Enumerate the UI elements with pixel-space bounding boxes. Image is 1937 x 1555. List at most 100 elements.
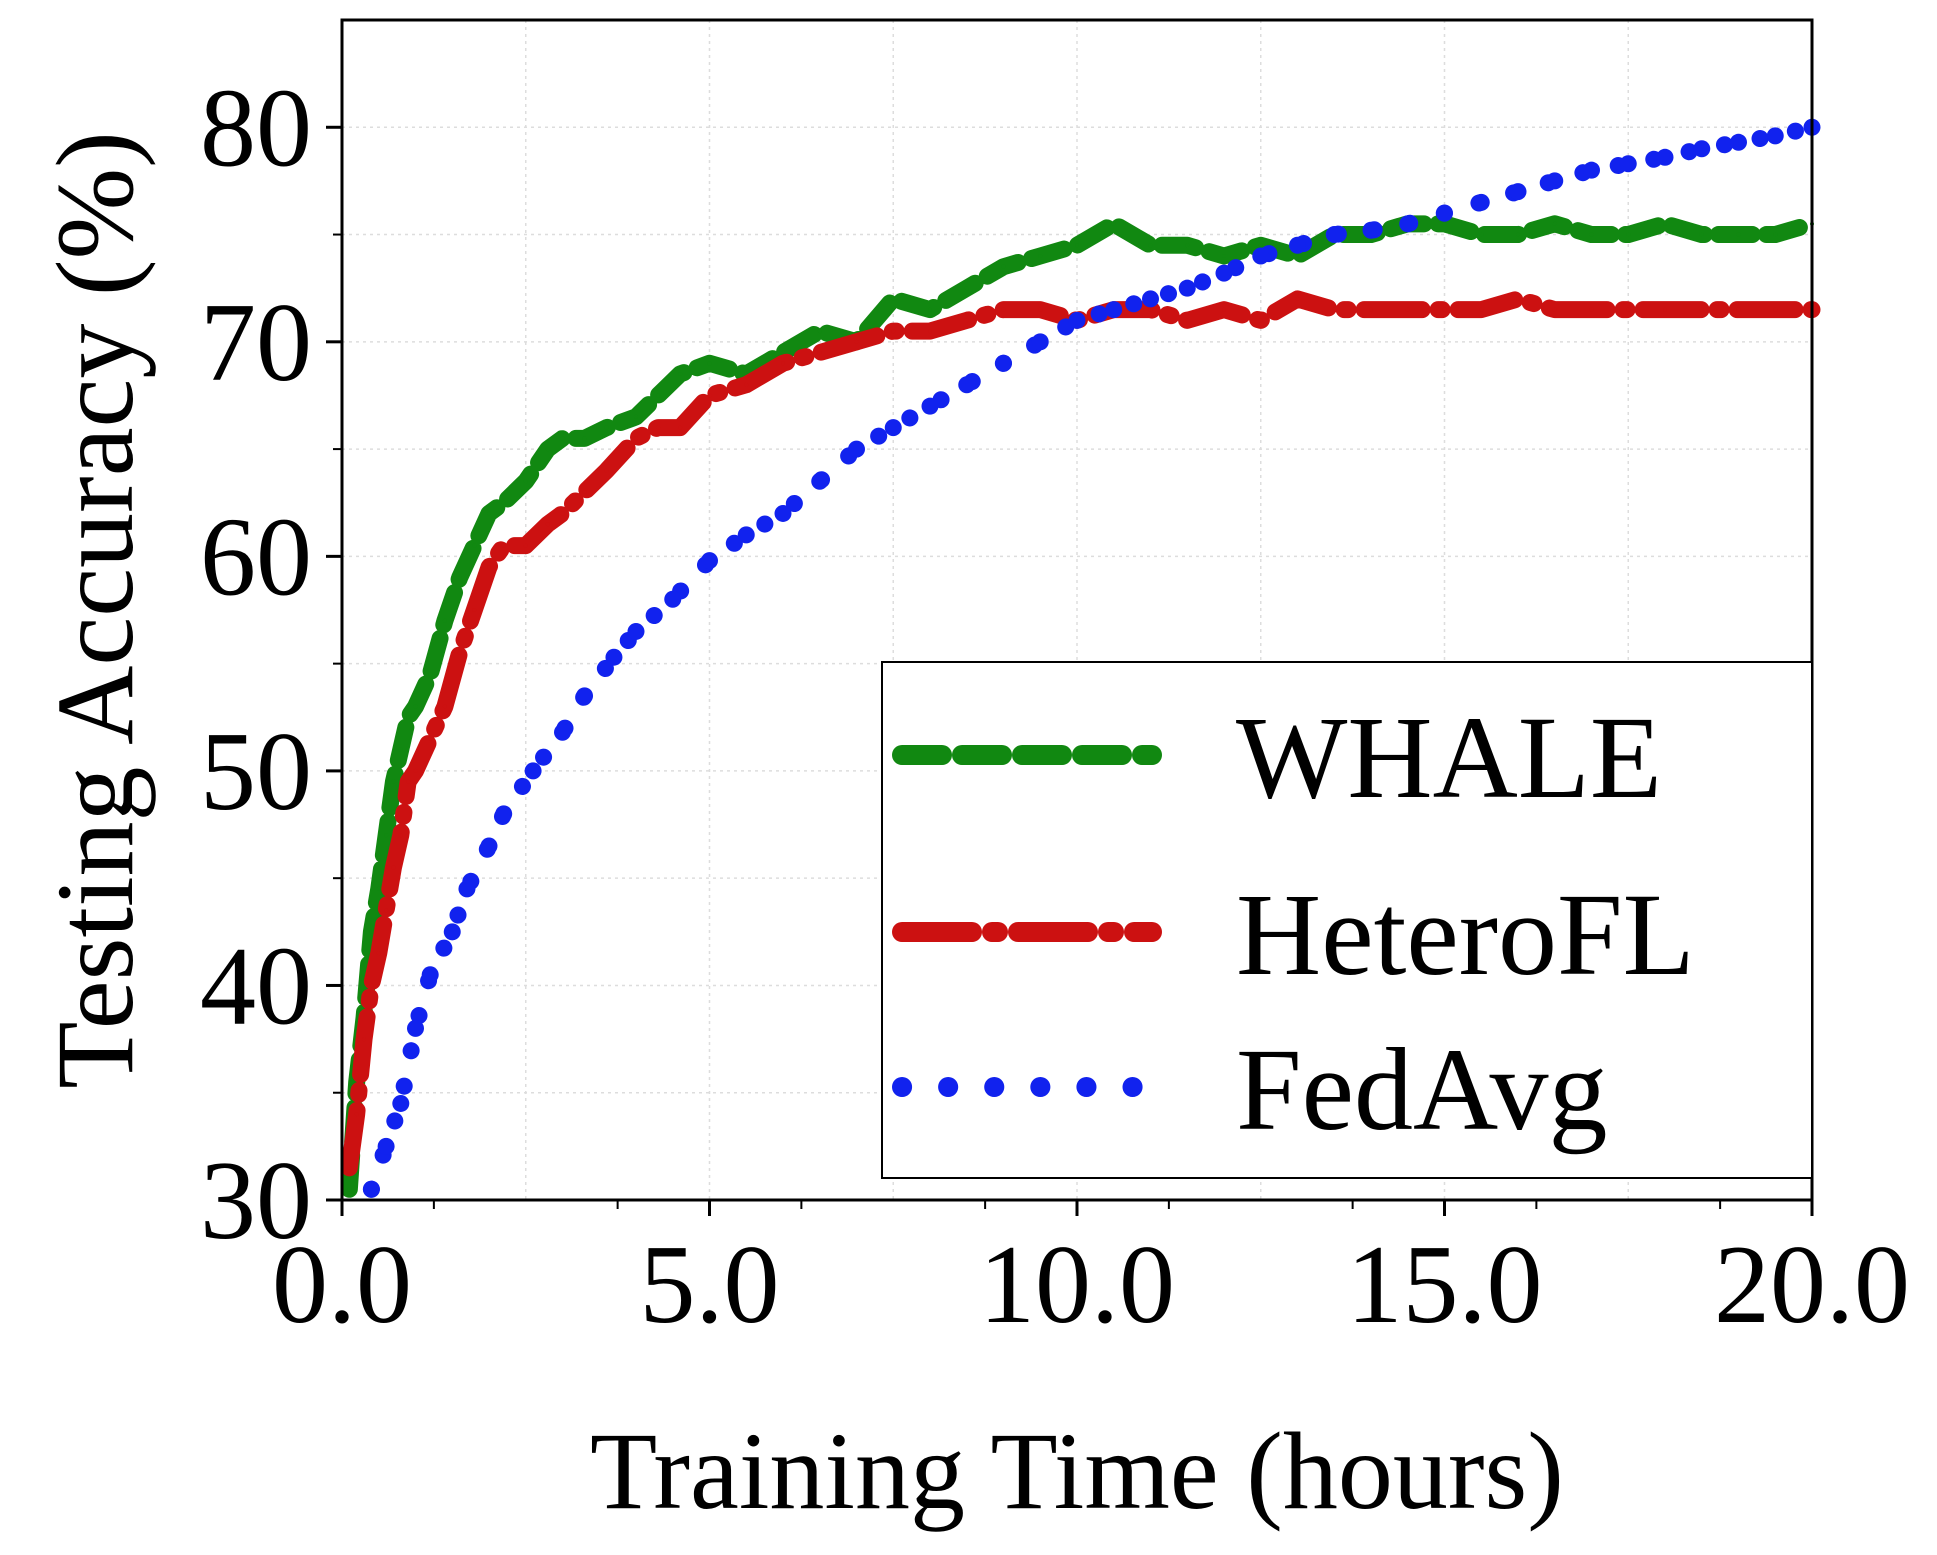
data-point-whale — [1038, 254, 1043, 258]
y-tick-label: 50 — [200, 710, 312, 834]
data-point-whale — [656, 393, 661, 398]
x-tick-label: 5.0 — [640, 1223, 780, 1347]
x-tick-label: 0.0 — [272, 1223, 412, 1347]
data-point-whale — [1075, 243, 1079, 248]
data-point-heterofl — [347, 1165, 352, 1170]
x-axis-label: Training Time (hours) — [590, 1410, 1564, 1532]
data-point-whale — [1516, 232, 1520, 237]
data-point-heterofl — [656, 425, 661, 430]
data-point-heterofl — [354, 1112, 359, 1117]
data-point-heterofl — [457, 650, 462, 655]
data-point-fedavg — [1766, 127, 1784, 145]
data-point-whale — [472, 543, 477, 548]
x-tick-label: 15.0 — [1347, 1223, 1543, 1347]
data-point-fedavg — [664, 590, 682, 608]
data-point-whale — [964, 286, 969, 291]
data-point-fedavg — [362, 1180, 380, 1198]
y-tick-label: 70 — [200, 281, 312, 405]
series-heterofl — [340, 290, 1821, 1177]
x-tick-label: 10.0 — [979, 1223, 1175, 1347]
data-point-whale — [487, 511, 491, 516]
data-point-heterofl — [1479, 307, 1484, 312]
data-point-heterofl — [1295, 296, 1300, 301]
data-point-heterofl — [442, 704, 447, 709]
data-point-fedavg — [848, 440, 865, 458]
data-point-fedavg — [921, 397, 939, 415]
data-point-heterofl — [1222, 307, 1226, 312]
data-point-fedavg — [377, 1137, 395, 1155]
data-point-fedavg — [1693, 140, 1711, 158]
data-point-heterofl — [1369, 307, 1373, 312]
data-point-heterofl — [523, 543, 528, 548]
data-point-heterofl — [413, 768, 418, 773]
data-point-heterofl — [582, 490, 587, 494]
data-point-whale — [1295, 254, 1300, 258]
data-point-fedavg — [1730, 133, 1747, 151]
data-point-whale — [376, 886, 381, 891]
data-point-heterofl — [428, 736, 433, 741]
data-point-fedavg — [884, 419, 902, 437]
data-point-heterofl — [1001, 307, 1006, 312]
data-point-heterofl — [376, 951, 381, 956]
data-point-heterofl — [1258, 318, 1263, 323]
data-point-whale — [560, 436, 565, 441]
data-point-fedavg — [1619, 155, 1637, 173]
data-point-fedavg — [605, 648, 623, 666]
data-point-fedavg — [774, 504, 792, 522]
y-tick-label: 40 — [200, 924, 312, 1048]
data-point-fedavg — [576, 687, 594, 705]
data-point-heterofl — [928, 329, 932, 334]
data-point-whale — [406, 715, 411, 720]
data-point-whale — [1663, 221, 1667, 226]
data-point-whale — [1552, 221, 1557, 226]
y-tick-label: 80 — [200, 66, 312, 190]
axis-ticks: 0.0 5.0 10.0 15.0 20.0 30 40 50 60 70 80 — [200, 66, 1910, 1347]
data-point-fedavg — [421, 966, 439, 984]
legend-label-heterofl: HeteroFL — [1236, 869, 1695, 1000]
data-point-whale — [1111, 221, 1116, 226]
data-point-whale — [928, 307, 932, 312]
data-point-heterofl — [707, 393, 712, 398]
data-point-whale — [634, 414, 638, 419]
data-point-whale — [1222, 254, 1226, 258]
data-point-whale — [781, 350, 785, 355]
data-point-heterofl — [1185, 318, 1190, 323]
data-point-whale — [413, 704, 418, 709]
data-point-whale — [1185, 243, 1190, 248]
data-point-fedavg — [458, 880, 476, 898]
data-point-whale — [1589, 232, 1594, 237]
data-point-heterofl — [1736, 307, 1741, 312]
data-point-heterofl — [1773, 307, 1778, 312]
data-point-heterofl — [406, 779, 411, 784]
data-point-fedavg — [995, 354, 1012, 372]
data-point-heterofl — [891, 329, 896, 334]
data-point-fedavg — [1362, 221, 1380, 239]
data-point-heterofl — [634, 436, 638, 441]
data-point-fedavg — [958, 376, 976, 394]
data-point-heterofl — [1552, 307, 1557, 312]
data-point-heterofl — [1405, 307, 1410, 312]
data-point-fedavg — [524, 762, 542, 780]
data-point-whale — [545, 447, 550, 452]
data-point-fedavg — [1289, 236, 1306, 254]
data-point-whale — [523, 479, 528, 484]
data-point-heterofl — [854, 339, 859, 344]
data-point-heterofl — [1516, 296, 1520, 301]
data-point-fedavg — [495, 805, 513, 823]
data-point-whale — [442, 618, 447, 623]
data-point-fedavg — [1215, 264, 1233, 282]
data-point-whale — [707, 361, 712, 366]
data-point-fedavg — [1068, 311, 1086, 329]
data-point-whale — [1626, 232, 1631, 237]
data-point-fedavg — [1142, 290, 1159, 308]
data-point-fedavg — [1472, 193, 1490, 211]
data-point-heterofl — [487, 565, 491, 570]
data-point-heterofl — [1148, 307, 1153, 312]
data-point-fedavg — [811, 472, 829, 490]
series-layer — [340, 118, 1821, 1198]
data-point-whale — [391, 779, 396, 784]
data-point-heterofl — [362, 1037, 367, 1042]
data-point-heterofl — [964, 318, 969, 323]
series-fedavg — [362, 118, 1821, 1198]
data-point-whale — [1258, 243, 1263, 248]
